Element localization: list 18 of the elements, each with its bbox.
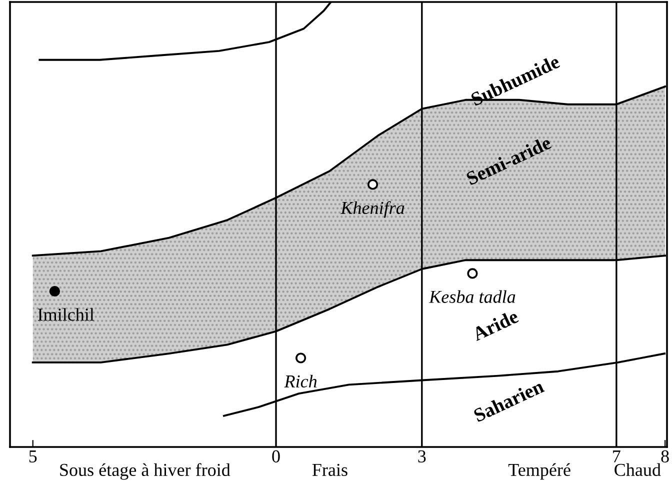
point [49, 286, 60, 297]
text: Tempéré [508, 463, 570, 480]
x-tick-label: 7 [613, 450, 620, 462]
x-tick-label: 0 [272, 450, 280, 462]
point [296, 352, 306, 364]
x-tick-label: 8 [661, 450, 669, 462]
series-label: Khenifra [340, 201, 404, 218]
text: Frais [312, 464, 348, 476]
x-tick-label: 3 [418, 450, 426, 462]
series-label: Kesba tadla [428, 290, 516, 303]
point [467, 268, 478, 279]
text: Sous étage à hiver froid [60, 463, 230, 480]
series-label: Rich [284, 374, 317, 388]
text: Chaud [614, 463, 661, 476]
point [367, 179, 378, 190]
series-label: Imilchil [38, 308, 94, 321]
x-tick-label: 5 [29, 450, 37, 462]
annotation: Aride [471, 309, 520, 342]
